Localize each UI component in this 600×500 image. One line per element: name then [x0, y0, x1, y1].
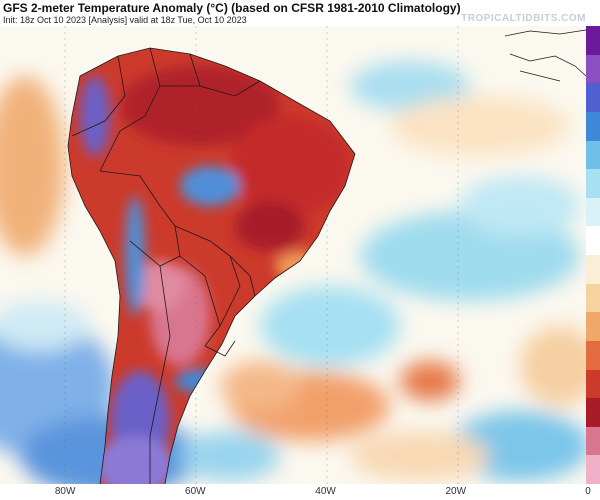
x-axis: 80W 60W 40W 20W 0 [0, 484, 600, 500]
map-subtitle: Init: 18z Oct 10 2023 [Analysis] valid a… [3, 15, 247, 25]
colorbar-segment [586, 398, 600, 428]
country-borders [67, 47, 356, 484]
colorbar-segment [586, 455, 600, 485]
colorbar-segment [586, 83, 600, 113]
graticule [64, 26, 459, 484]
x-tick-label: 80W [54, 486, 76, 497]
colorbar-segment [586, 255, 600, 285]
colorbar-segment [586, 426, 600, 456]
colorbar-segment [586, 26, 600, 56]
colorbar-segment [586, 140, 600, 170]
watermark: TROPICALTIDBITS.COM [461, 13, 586, 24]
colorbar [586, 26, 600, 485]
colorbar-segment [586, 111, 600, 141]
ocean-anomalies [0, 61, 586, 484]
colorbar-segment [586, 369, 600, 399]
anomaly-map [0, 26, 586, 484]
map-header: GFS 2-meter Temperature Anomaly (°C) (ba… [0, 0, 600, 26]
x-tick-label: 0 [585, 486, 591, 497]
x-tick-label: 20W [445, 486, 467, 497]
x-tick-label: 60W [185, 486, 206, 497]
colorbar-segment [586, 312, 600, 342]
colorbar-segment [586, 169, 600, 199]
colorbar-segment [586, 340, 600, 370]
colorbar-segment [586, 197, 600, 227]
colorbar-segment [586, 54, 600, 84]
colorbar-segment [586, 283, 600, 313]
x-tick-label: 40W [315, 486, 336, 497]
caribbean-islands [504, 29, 586, 82]
colorbar-segment [586, 226, 600, 256]
map-title: GFS 2-meter Temperature Anomaly (°C) (ba… [3, 1, 461, 15]
